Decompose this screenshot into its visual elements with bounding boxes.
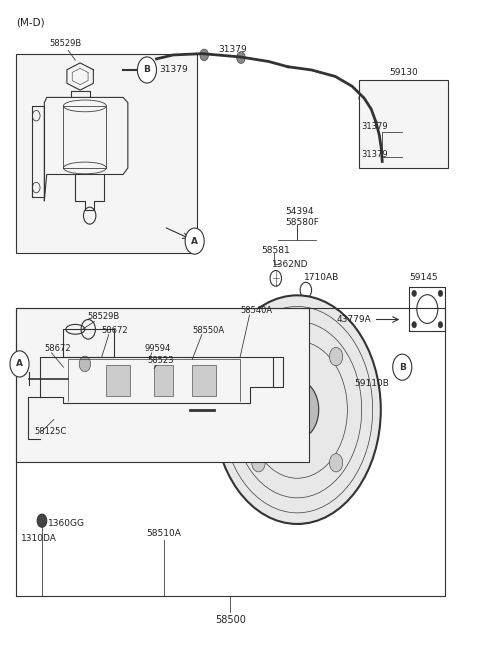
- Circle shape: [393, 354, 412, 380]
- Text: 1362ND: 1362ND: [273, 260, 309, 269]
- Circle shape: [252, 348, 265, 365]
- Circle shape: [141, 66, 146, 74]
- Text: 58500: 58500: [215, 615, 246, 625]
- Circle shape: [438, 321, 443, 328]
- Text: 31379: 31379: [218, 45, 247, 54]
- Circle shape: [237, 52, 245, 64]
- Circle shape: [200, 49, 208, 61]
- Circle shape: [10, 351, 29, 377]
- Text: 1710AB: 1710AB: [304, 272, 340, 281]
- Circle shape: [412, 321, 417, 328]
- Circle shape: [252, 454, 265, 472]
- Text: 54394: 54394: [285, 207, 314, 216]
- Bar: [192, 365, 216, 396]
- Text: 58672: 58672: [102, 325, 128, 335]
- Circle shape: [276, 380, 319, 439]
- Text: 58510A: 58510A: [146, 529, 181, 539]
- Circle shape: [412, 290, 417, 297]
- Text: 58550A: 58550A: [192, 325, 225, 335]
- Text: 58523: 58523: [147, 356, 173, 365]
- Bar: [107, 365, 130, 396]
- Text: 59145: 59145: [409, 272, 438, 281]
- Circle shape: [329, 454, 343, 472]
- Circle shape: [438, 290, 443, 297]
- Text: 58581: 58581: [262, 247, 290, 255]
- Text: 58540A: 58540A: [240, 306, 272, 315]
- Circle shape: [79, 356, 91, 372]
- Text: A: A: [16, 359, 23, 369]
- Text: 99594: 99594: [144, 344, 171, 353]
- Text: 59110B: 59110B: [355, 379, 389, 388]
- Circle shape: [285, 394, 309, 426]
- Text: 1360GG: 1360GG: [48, 520, 84, 529]
- Text: B: B: [144, 66, 150, 75]
- FancyBboxPatch shape: [16, 308, 309, 462]
- Circle shape: [137, 57, 156, 83]
- FancyBboxPatch shape: [360, 80, 447, 168]
- Text: (M-D): (M-D): [16, 18, 44, 28]
- Text: 31379: 31379: [159, 66, 188, 75]
- Text: A: A: [191, 237, 198, 245]
- Text: 58580F: 58580F: [285, 218, 319, 227]
- Text: 58529B: 58529B: [49, 39, 82, 49]
- Text: 43779A: 43779A: [336, 315, 371, 324]
- Bar: [154, 365, 173, 396]
- Text: 59130: 59130: [389, 68, 418, 77]
- Text: 58672: 58672: [44, 344, 71, 353]
- Circle shape: [185, 228, 204, 254]
- Text: 58125C: 58125C: [35, 426, 67, 436]
- Circle shape: [359, 93, 366, 103]
- Text: 1310DA: 1310DA: [21, 534, 56, 543]
- Text: 31379: 31379: [362, 122, 388, 131]
- FancyBboxPatch shape: [16, 54, 197, 253]
- Text: 31379: 31379: [362, 150, 388, 159]
- Circle shape: [138, 66, 144, 74]
- Circle shape: [329, 348, 343, 365]
- Text: 58529B: 58529B: [87, 312, 120, 321]
- Circle shape: [214, 295, 381, 524]
- Circle shape: [37, 514, 47, 527]
- Text: B: B: [399, 363, 406, 372]
- Circle shape: [372, 117, 379, 128]
